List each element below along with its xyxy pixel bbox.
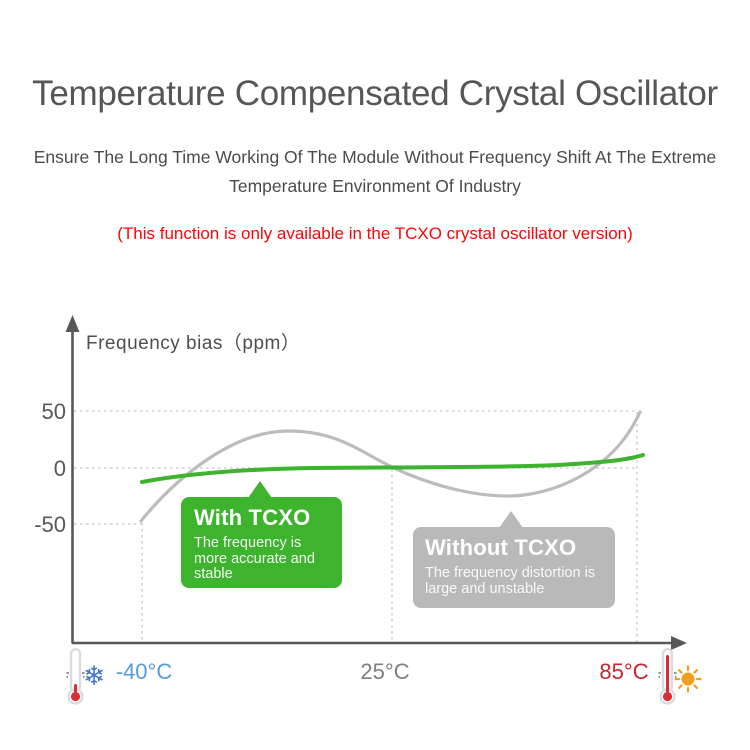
callout-with-tcxo-pointer (248, 481, 272, 498)
thermometer-hot-icon (658, 648, 677, 705)
subtitle-line-2: Temperature Environment Of Industry (229, 176, 521, 196)
y-axis-arrow (65, 315, 80, 332)
callout-without-tcxo-title: Without TCXO (425, 535, 577, 560)
callout-with-tcxo: With TCXO The frequency is more accurate… (181, 481, 342, 588)
callout-without-tcxo-pointer (499, 511, 523, 528)
callout-with-tcxo-body: The frequency is more accurate and stabl… (194, 535, 315, 582)
y-axis-label: Frequency bias（ppm） (86, 333, 301, 354)
callout-without-tcxo-body: The frequency distortion is large and un… (425, 565, 596, 597)
callout-without-tcxo: Without TCXO The frequency distortion is… (413, 511, 615, 608)
x-tick-minus40c: -40°C (115, 659, 173, 684)
y-tick-minus50: -50 (34, 512, 66, 537)
thermometer-cold-icon (66, 648, 85, 705)
y-tick-50: 50 (41, 399, 66, 424)
y-tick-0: 0 (53, 456, 66, 481)
page-title: Temperature Compensated Crystal Oscillat… (32, 74, 718, 113)
curve-with-tcxo (140, 453, 645, 484)
sun-icon (674, 665, 702, 693)
x-tick-85c: 85°C (599, 659, 649, 684)
subtitle-line-1: Ensure The Long Time Working Of The Modu… (33, 147, 717, 167)
tcxo-availability-notice: (This function is only available in the … (117, 224, 633, 243)
x-axis-arrow (671, 636, 687, 650)
snowflake-icon: ❄ (82, 661, 106, 692)
callout-with-tcxo-title: With TCXO (194, 505, 311, 530)
x-tick-25c: 25°C (360, 659, 410, 684)
